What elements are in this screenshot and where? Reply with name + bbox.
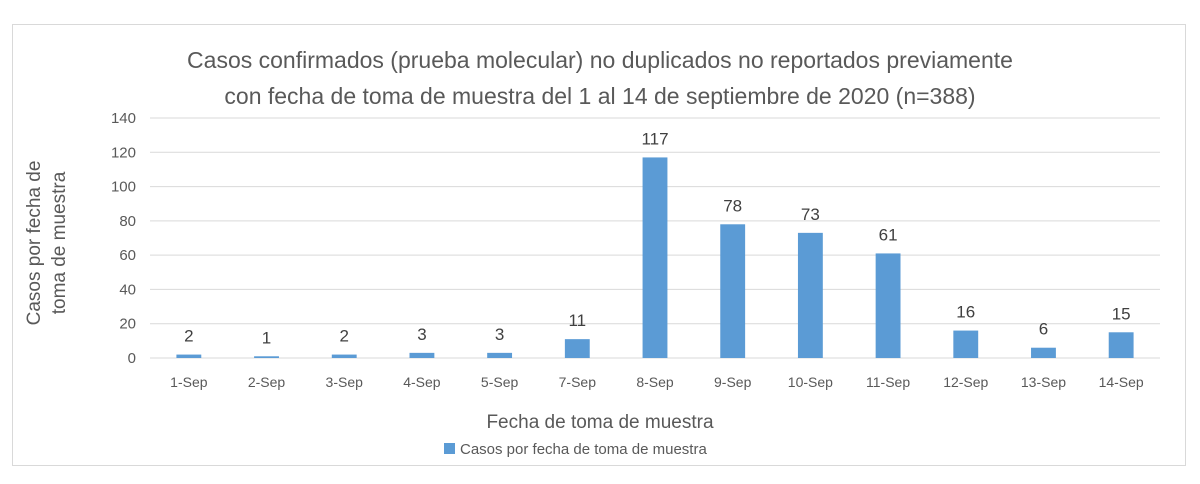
- x-axis-title: Fecha de toma de muestra: [486, 412, 713, 433]
- chart-frame: [12, 24, 1186, 466]
- bar: [720, 224, 746, 358]
- x-tick-label: 10-Sep: [788, 374, 833, 390]
- data-label: 11: [568, 311, 586, 330]
- bar: [487, 352, 513, 358]
- x-axis-ticks: 1-Sep 2-Sep 3-Sep 4-Sep 5-Sep 7-Sep 8-Sep 9-Sep…: [170, 374, 1144, 390]
- bar: [176, 354, 202, 358]
- y-axis-ticks: 0 20 40 60 80 100 120 140: [111, 110, 136, 367]
- x-tick-label: 13-Sep: [1021, 374, 1066, 390]
- data-label: 2: [339, 327, 348, 346]
- bar: [953, 330, 979, 358]
- chart-title: Casos confirmados (prueba molecular) no …: [187, 47, 1013, 73]
- bar: [1108, 332, 1134, 358]
- x-tick-label: 8-Sep: [636, 374, 674, 390]
- y-tick-label: 120: [111, 144, 136, 161]
- y-axis-title-line1: Casos por fecha de: [24, 161, 45, 326]
- data-label: 3: [417, 325, 426, 344]
- bar: [1031, 347, 1056, 358]
- data-label: 16: [956, 303, 975, 322]
- y-tick-label: 80: [119, 213, 136, 230]
- x-tick-label: 14-Sep: [1099, 374, 1144, 390]
- bar: [254, 356, 279, 358]
- x-tick-label: 2-Sep: [248, 374, 286, 390]
- data-label: 117: [641, 129, 668, 148]
- legend-label: Casos por fecha de toma de muestra: [460, 441, 707, 458]
- bar: [642, 157, 668, 358]
- chart-subtitle: con fecha de toma de muestra del 1 al 14…: [224, 83, 975, 109]
- y-tick-label: 100: [111, 179, 136, 196]
- y-tick-label: 60: [119, 247, 136, 264]
- data-label: 2: [184, 327, 193, 346]
- data-label: 15: [1112, 304, 1131, 323]
- bar: [409, 352, 435, 358]
- data-label: 1: [262, 328, 271, 347]
- data-labels: 2 1 2 3 3 11 117 78 73 61 16 6 15: [184, 129, 1131, 347]
- x-tick-label: 9-Sep: [714, 374, 752, 390]
- bar: [564, 339, 590, 358]
- legend-swatch: [444, 443, 455, 454]
- data-label: 6: [1039, 320, 1048, 339]
- y-tick-label: 40: [119, 281, 136, 298]
- x-tick-label: 11-Sep: [866, 374, 910, 390]
- x-tick-label: 5-Sep: [481, 374, 519, 390]
- y-tick-label: 140: [111, 110, 136, 127]
- x-tick-label: 1-Sep: [170, 374, 208, 390]
- y-tick-label: 20: [119, 316, 136, 333]
- data-label: 78: [723, 196, 742, 215]
- bar: [797, 232, 823, 358]
- bar: [331, 354, 357, 358]
- bars: [176, 157, 1134, 358]
- y-tick-label: 0: [128, 350, 136, 367]
- x-tick-label: 4-Sep: [403, 374, 441, 390]
- y-axis-title-line2: toma de muestra: [49, 171, 70, 314]
- x-tick-label: 3-Sep: [326, 374, 364, 390]
- data-label: 73: [801, 205, 820, 224]
- data-label: 3: [495, 325, 504, 344]
- x-tick-label: 12-Sep: [943, 374, 988, 390]
- bar: [875, 253, 901, 358]
- x-tick-label: 7-Sep: [559, 374, 597, 390]
- data-label: 61: [879, 225, 898, 244]
